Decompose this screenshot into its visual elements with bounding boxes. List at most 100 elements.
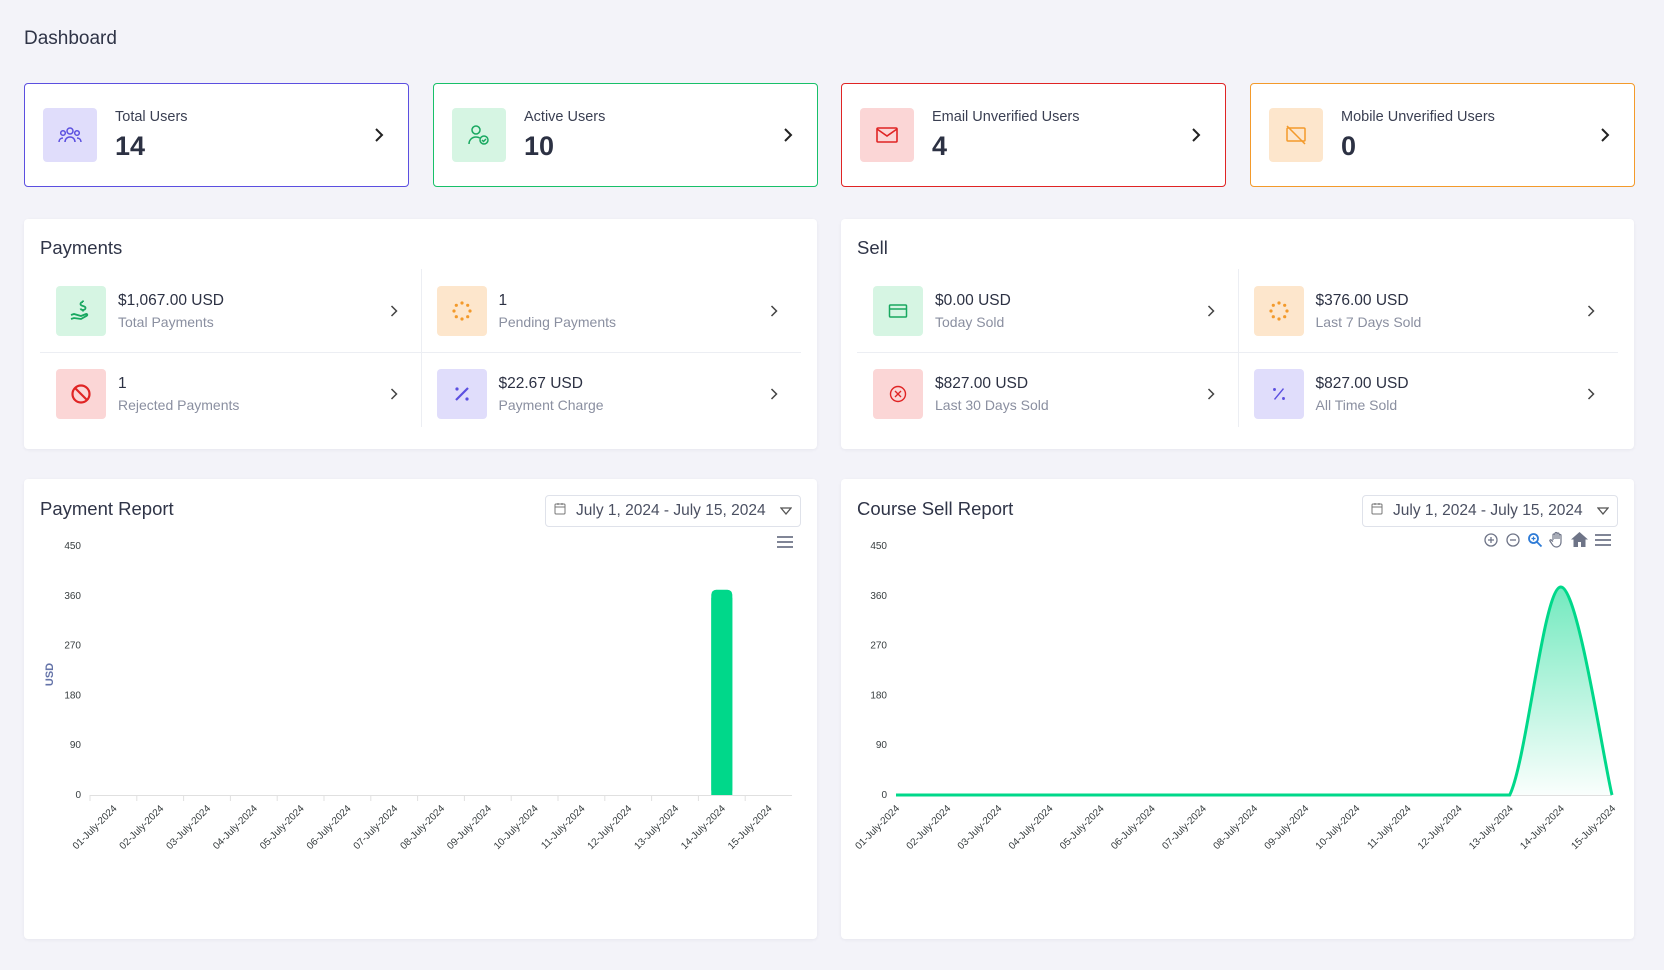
mini-value: 1	[118, 374, 127, 392]
mini-label: Last 30 Days Sold	[935, 396, 1049, 413]
x-tick-label: 03-July-2024	[956, 803, 1005, 852]
all-time-sold-item[interactable]: $827.00 USD All Time Sold	[1238, 352, 1619, 435]
stat-card-email-unverified[interactable]: Email Unverified Users 4	[841, 83, 1226, 187]
last-7-days-item[interactable]: $376.00 USD Last 7 Days Sold	[1238, 269, 1619, 352]
stat-card-active-users[interactable]: Active Users 10	[433, 83, 818, 187]
area-fill	[896, 586, 1612, 795]
calendar-icon	[554, 502, 566, 520]
rejected-payments-item[interactable]: 1 Rejected Payments	[40, 352, 421, 435]
payment-report-chart: 09018027036045001-July-202402-July-20240…	[44, 541, 792, 852]
user-check-icon	[452, 108, 506, 162]
y-axis-title: USD	[44, 663, 56, 686]
y-tick-label: 0	[75, 790, 81, 801]
x-tick-label: 07-July-2024	[352, 803, 401, 852]
bar	[711, 589, 733, 795]
pan-hand-icon[interactable]	[1549, 531, 1565, 553]
x-tick-label: 11-July-2024	[539, 803, 587, 851]
x-tick-label: 02-July-2024	[118, 803, 167, 852]
panel-title: Payment Report	[40, 498, 174, 519]
stat-label: Email Unverified Users	[932, 108, 1080, 125]
mini-label: Rejected Payments	[118, 396, 240, 413]
chevron-right-icon[interactable]	[1200, 383, 1222, 405]
x-tick-label: 06-July-2024	[1109, 803, 1158, 852]
zoom-out-icon[interactable]	[1505, 532, 1521, 553]
x-tick-label: 04-July-2024	[211, 803, 260, 852]
x-tick-label: 08-July-2024	[398, 803, 447, 852]
panel-title: Payments	[40, 237, 123, 258]
mini-label: Total Payments	[118, 313, 214, 330]
x-tick-label: 09-July-2024	[1263, 803, 1312, 852]
pending-payments-item[interactable]: 1 Pending Payments	[421, 269, 802, 352]
y-tick-label: 450	[870, 541, 887, 552]
circle-x-icon	[873, 368, 923, 419]
date-range-picker[interactable]: July 1, 2024 - July 15, 2024	[1362, 495, 1618, 527]
hand-dollar-icon	[56, 285, 106, 336]
y-tick-label: 360	[870, 591, 887, 602]
stat-value: 4	[932, 130, 948, 161]
x-tick-label: 06-July-2024	[305, 803, 354, 852]
chevron-right-icon[interactable]	[1594, 124, 1616, 146]
panel-title: Course Sell Report	[857, 498, 1014, 519]
calendar-icon	[1371, 502, 1383, 520]
x-tick-label: 05-July-2024	[1058, 803, 1107, 852]
mail-icon	[860, 108, 914, 162]
y-tick-label: 360	[64, 591, 81, 602]
x-tick-label: 13-July-2024	[632, 803, 681, 852]
x-tick-label: 01-July-2024	[71, 803, 120, 852]
mini-value: $22.67 USD	[498, 374, 583, 392]
page-title: Dashboard	[24, 28, 117, 49]
stat-label: Active Users	[524, 108, 606, 125]
chevron-right-icon[interactable]	[1580, 383, 1602, 405]
selection-zoom-icon[interactable]	[1527, 532, 1543, 553]
mini-label: Payment Charge	[498, 396, 604, 413]
stat-label: Mobile Unverified Users	[1341, 108, 1495, 125]
stat-label: Total Users	[115, 108, 188, 125]
zoom-in-icon[interactable]	[1483, 532, 1499, 553]
x-tick-label: 01-July-2024	[853, 803, 902, 852]
x-tick-label: 14-July-2024	[679, 803, 728, 852]
mini-value: $376.00 USD	[1315, 291, 1409, 309]
x-tick-label: 02-July-2024	[905, 803, 954, 852]
y-tick-label: 90	[876, 740, 888, 751]
sell-panel: Sell $0.00 USD Today Sold $376.00 USD La…	[841, 219, 1634, 449]
chart-menu-icon[interactable]	[776, 535, 794, 549]
y-tick-label: 270	[64, 641, 81, 652]
chevron-down-icon	[779, 502, 793, 520]
chevron-right-icon[interactable]	[1580, 300, 1602, 322]
chevron-right-icon[interactable]	[777, 124, 799, 146]
x-tick-label: 07-July-2024	[1160, 803, 1209, 852]
series-line	[895, 585, 1614, 797]
last-30-days-item[interactable]: $827.00 USD Last 30 Days Sold	[857, 352, 1238, 435]
chevron-right-icon[interactable]	[763, 383, 785, 405]
payment-charge-item[interactable]: $22.67 USD Payment Charge	[421, 352, 802, 435]
users-group-icon	[43, 108, 97, 162]
y-tick-label: 270	[870, 641, 887, 652]
stat-card-mobile-unverified[interactable]: Mobile Unverified Users 0	[1250, 83, 1635, 187]
chevron-right-icon[interactable]	[763, 300, 785, 322]
date-range-picker[interactable]: July 1, 2024 - July 15, 2024	[545, 495, 801, 527]
stat-card-total-users[interactable]: Total Users 14	[24, 83, 409, 187]
chevron-right-icon[interactable]	[1200, 300, 1222, 322]
mini-value: $0.00 USD	[935, 291, 1011, 309]
mini-label: Pending Payments	[498, 313, 617, 330]
stat-value: 10	[524, 130, 555, 161]
mini-value: $827.00 USD	[1315, 374, 1409, 392]
payments-panel: Payments $1,067.00 USD Total Payments 1 …	[24, 219, 817, 449]
course-sell-report-panel: Course Sell Report July 1, 2024 - July 1…	[841, 479, 1634, 939]
chevron-right-icon[interactable]	[1185, 124, 1207, 146]
spinner-icon	[1253, 285, 1304, 336]
x-tick-label: 10-July-2024	[1314, 803, 1363, 852]
payment-report-panel: Payment Report July 1, 2024 - July 15, 2…	[24, 479, 817, 939]
x-tick-label: 12-July-2024	[586, 803, 635, 852]
chevron-right-icon[interactable]	[368, 124, 390, 146]
reset-home-icon[interactable]	[1571, 532, 1588, 552]
today-sold-item[interactable]: $0.00 USD Today Sold	[857, 269, 1238, 352]
chevron-right-icon[interactable]	[383, 383, 405, 405]
chart-menu-icon[interactable]	[1594, 533, 1612, 552]
total-payments-item[interactable]: $1,067.00 USD Total Payments	[40, 269, 421, 352]
chevron-right-icon[interactable]	[383, 300, 405, 322]
x-tick-label: 12-July-2024	[1416, 803, 1465, 852]
mini-label: All Time Sold	[1315, 396, 1398, 413]
x-tick-label: 11-July-2024	[1365, 803, 1413, 851]
mini-value: 1	[498, 291, 508, 309]
